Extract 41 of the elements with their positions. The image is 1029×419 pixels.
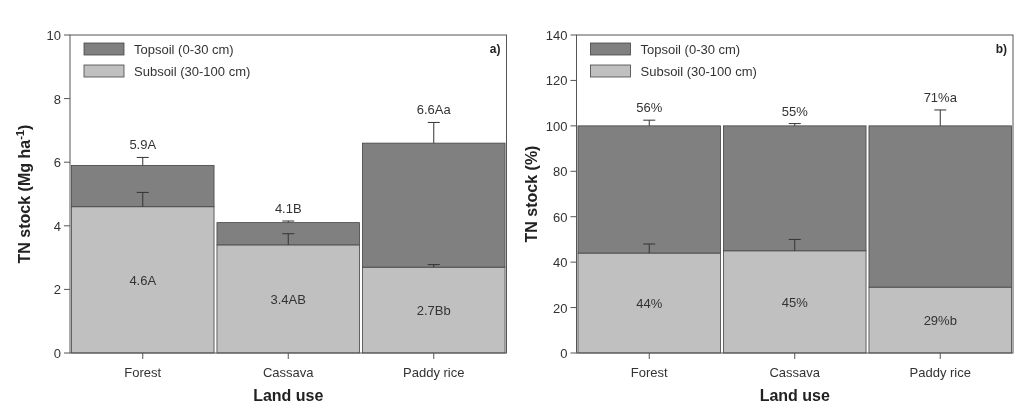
- y-tick-label: 120: [545, 73, 568, 89]
- total-label: 6.6Aa: [416, 102, 452, 118]
- y-tick-label: 40: [553, 255, 568, 271]
- x-axis-title: Land use: [253, 387, 324, 404]
- y-tick-label: 100: [545, 118, 568, 134]
- y-tick-label: 0: [560, 346, 568, 361]
- x-axis-title: Land use: [759, 387, 830, 404]
- y-tick-label: 8: [53, 91, 61, 107]
- x-tick-label: Paddy rice: [403, 365, 465, 380]
- legend-label: Topsoil (0-30 cm): [640, 42, 741, 57]
- data-label: 3.4AB: [270, 291, 306, 307]
- y-tick-label: 6: [53, 155, 61, 171]
- x-tick-label: Forest: [124, 365, 162, 380]
- legend-label: Subsoil (30-100 cm): [640, 64, 757, 79]
- x-tick-label: Forest: [630, 365, 669, 380]
- total-label: 5.9A: [129, 137, 157, 153]
- y-tick-label: 0: [53, 346, 61, 361]
- data-label: 45%: [781, 294, 809, 310]
- y-tick-label: 2: [53, 282, 61, 298]
- x-tick-label: Cassava: [769, 365, 821, 380]
- data-label: 56%: [636, 100, 663, 116]
- annotation: a): [489, 42, 501, 56]
- legend-label: Subsoil (30-100 cm): [134, 64, 251, 79]
- y-tick-label: 140: [545, 28, 568, 43]
- data-label: 44%: [636, 296, 663, 312]
- x-tick-label: Cassava: [262, 365, 315, 380]
- data-label: 2.7Bb: [416, 303, 451, 319]
- legend-label: Topsoil (0-30 cm): [134, 42, 234, 57]
- y-tick-label: 4: [53, 218, 61, 234]
- y-tick-label: 80: [553, 164, 568, 180]
- total-label: 4.1B: [274, 201, 302, 217]
- y-tick-label: 20: [553, 300, 568, 316]
- data-label: 55%: [781, 103, 809, 119]
- y-tick-label: 10: [46, 28, 61, 43]
- data-label: 4.6A: [129, 272, 157, 288]
- data-label: 29%b: [923, 313, 957, 329]
- x-tick-label: Paddy rice: [909, 365, 971, 380]
- data-label: 71%a: [923, 89, 958, 105]
- annotation: b): [995, 42, 1007, 56]
- y-tick-label: 60: [553, 209, 568, 225]
- y-axis-title: TN stock (%): [522, 145, 540, 243]
